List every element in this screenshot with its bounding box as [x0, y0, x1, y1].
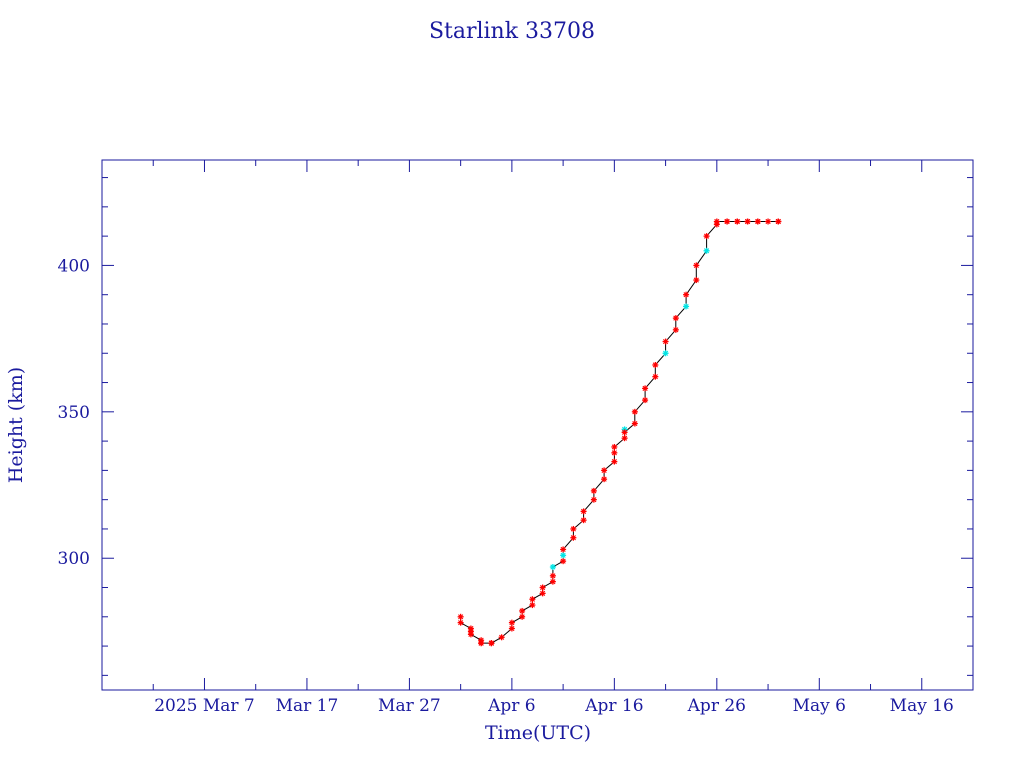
y-tick-label: 300	[58, 549, 90, 569]
data-point	[508, 619, 515, 626]
data-point	[611, 458, 618, 465]
data-point	[601, 467, 608, 474]
y-tick-label: 400	[58, 256, 90, 276]
data-point	[508, 625, 515, 632]
data-point	[683, 291, 690, 298]
data-point	[549, 572, 556, 579]
data-point	[724, 218, 731, 225]
data-point	[754, 218, 761, 225]
x-tick-label: 2025 Mar 7	[154, 696, 255, 716]
data-point	[693, 277, 700, 284]
data-point	[549, 578, 556, 585]
data-point	[519, 607, 526, 614]
data-point	[457, 613, 464, 620]
data-point	[611, 449, 618, 456]
data-point	[457, 619, 464, 626]
data-point	[590, 496, 597, 503]
plot-frame	[101, 159, 974, 691]
data-point	[662, 350, 669, 357]
data-point	[570, 525, 577, 532]
data-point	[744, 218, 751, 225]
x-axis: 2025 Mar 7 Mar 17 Mar 27 Apr 6 Apr 16 Apr 26 M…	[152, 160, 954, 716]
x-tick-label: Apr 16	[584, 696, 643, 716]
data-point	[672, 326, 679, 333]
data-point	[529, 602, 536, 609]
data-point	[611, 443, 618, 450]
data-point	[539, 584, 546, 591]
data-point	[703, 247, 710, 254]
data-point	[580, 517, 587, 524]
data-point	[590, 487, 597, 494]
data-point	[683, 303, 690, 310]
data-point	[642, 397, 649, 404]
data-point	[631, 408, 638, 415]
x-tick-label: May 6	[793, 696, 846, 716]
data-point	[539, 590, 546, 597]
x-tick-label: Apr 26	[687, 696, 746, 716]
data-point	[672, 315, 679, 322]
data-point	[713, 218, 720, 225]
data-point	[631, 420, 638, 427]
series-markers	[457, 218, 782, 647]
data-point	[560, 546, 567, 553]
x-tick-label: May 16	[890, 696, 954, 716]
data-point	[652, 373, 659, 380]
data-point	[467, 631, 474, 638]
data-point	[549, 564, 556, 571]
data-point	[478, 640, 485, 647]
y-tick-label: 350	[58, 403, 90, 423]
y-axis: 300 350 400	[58, 177, 973, 676]
data-point	[570, 534, 577, 541]
series-line	[460, 221, 779, 644]
data-point	[775, 218, 782, 225]
data-point	[560, 552, 567, 559]
data-point	[765, 218, 772, 225]
data-point	[621, 429, 628, 436]
data-point	[529, 596, 536, 603]
x-tick-label: Apr 6	[487, 696, 536, 716]
data-point	[652, 361, 659, 368]
x-tick-label: Mar 17	[276, 696, 339, 716]
data-point	[662, 338, 669, 345]
data-point	[519, 613, 526, 620]
data-point	[488, 640, 495, 647]
y-axis-label: Height (km)	[5, 367, 27, 483]
data-point	[693, 262, 700, 269]
data-point	[734, 218, 741, 225]
x-tick-label: Mar 27	[378, 696, 441, 716]
data-point	[601, 476, 608, 483]
data-point	[498, 634, 505, 641]
data-point	[642, 385, 649, 392]
data-point	[560, 558, 567, 565]
data-point	[703, 233, 710, 240]
x-axis-label: Time(UTC)	[485, 722, 591, 744]
data-point	[580, 508, 587, 515]
data-point	[621, 435, 628, 442]
chart-title: Starlink 33708	[429, 19, 595, 44]
